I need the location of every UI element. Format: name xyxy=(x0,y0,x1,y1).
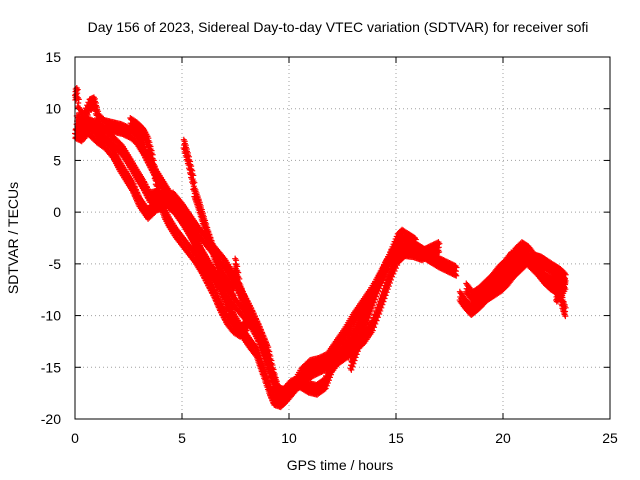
data-point xyxy=(134,190,141,197)
data-point xyxy=(263,374,270,381)
y-tick-label: 15 xyxy=(45,49,61,65)
x-tick-label: 15 xyxy=(388,430,404,446)
data-point xyxy=(94,106,101,113)
x-tick-label: 25 xyxy=(602,430,618,446)
data-point xyxy=(452,262,459,269)
data-point xyxy=(91,98,98,105)
data-series-sdtvar xyxy=(72,85,569,411)
data-point xyxy=(436,248,443,255)
y-tick-label: -10 xyxy=(41,308,61,324)
data-point xyxy=(131,184,138,191)
y-tick-label: -5 xyxy=(49,256,62,272)
x-tick-label: 10 xyxy=(281,430,297,446)
data-point xyxy=(262,370,269,377)
data-point xyxy=(227,303,234,310)
data-point xyxy=(257,357,264,364)
data-point xyxy=(258,360,265,367)
x-tick-label: 5 xyxy=(178,430,186,446)
data-point xyxy=(90,94,97,101)
y-tick-label: 0 xyxy=(53,204,61,220)
data-point xyxy=(222,291,229,298)
data-point xyxy=(129,179,136,186)
data-point xyxy=(453,272,460,279)
x-tick-label: 20 xyxy=(495,430,511,446)
data-point xyxy=(225,297,232,304)
data-point xyxy=(435,239,442,246)
data-point xyxy=(261,366,268,373)
data-point xyxy=(226,300,233,307)
grid xyxy=(75,57,610,419)
data-point xyxy=(93,102,100,109)
data-point xyxy=(253,344,260,351)
y-tick-label: -20 xyxy=(41,411,61,427)
data-point xyxy=(265,378,272,385)
data-point xyxy=(130,182,137,189)
data-point xyxy=(223,294,230,301)
y-tick-label: 5 xyxy=(53,152,61,168)
data-point xyxy=(74,94,81,101)
data-point xyxy=(256,353,263,360)
data-point xyxy=(133,187,140,194)
chart-title: Day 156 of 2023, Sidereal Day-to-day VTE… xyxy=(88,19,589,35)
data-point xyxy=(228,306,235,313)
data-point xyxy=(259,363,266,370)
data-point xyxy=(254,347,261,354)
x-tick-label: 0 xyxy=(71,430,79,446)
y-tick-label: -15 xyxy=(41,359,61,375)
y-tick-label: 10 xyxy=(45,101,61,117)
data-point xyxy=(255,350,262,357)
